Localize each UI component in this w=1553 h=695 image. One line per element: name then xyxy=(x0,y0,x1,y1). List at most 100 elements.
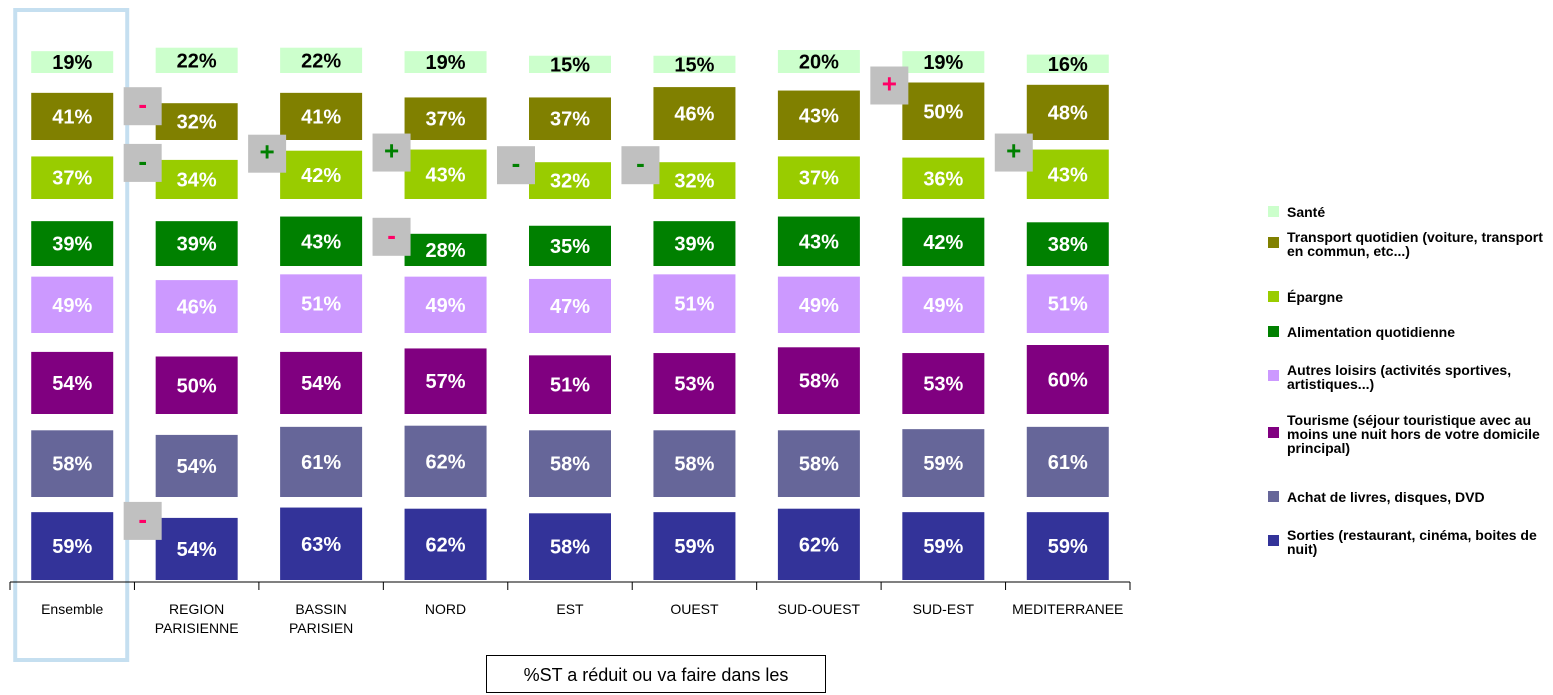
bar xyxy=(155,159,238,199)
data-label: 34% xyxy=(177,169,217,191)
data-label: 51% xyxy=(550,375,590,397)
bar xyxy=(529,162,611,199)
data-label: 47% xyxy=(550,296,590,318)
data-label: 39% xyxy=(52,234,92,256)
bar xyxy=(1026,222,1109,266)
data-label: 32% xyxy=(550,171,590,193)
bar xyxy=(902,429,985,497)
data-label: 57% xyxy=(426,371,466,393)
annotation-box xyxy=(994,133,1033,172)
bar xyxy=(280,351,363,414)
bar xyxy=(653,353,736,414)
bar xyxy=(902,82,985,140)
bar xyxy=(777,216,860,266)
bar xyxy=(653,162,736,199)
data-label: 58% xyxy=(674,454,714,476)
bar xyxy=(777,508,860,580)
legend-swatch xyxy=(1268,291,1279,302)
legend-swatch xyxy=(1268,427,1279,438)
data-label: 32% xyxy=(177,112,217,134)
annotation-box xyxy=(123,87,162,126)
data-label: 60% xyxy=(1048,370,1088,392)
bar xyxy=(653,87,736,140)
bar xyxy=(777,347,860,414)
legend-swatch xyxy=(1268,370,1279,381)
data-label: 41% xyxy=(52,106,92,128)
data-label: 43% xyxy=(301,231,341,253)
annotation-sign: + xyxy=(384,136,399,166)
bar xyxy=(155,221,238,266)
data-label: 37% xyxy=(52,168,92,190)
data-label: 59% xyxy=(923,453,963,475)
annotation-box xyxy=(372,133,411,172)
data-label: 19% xyxy=(426,52,466,74)
annotation-box xyxy=(123,501,162,540)
data-label: 51% xyxy=(1048,294,1088,316)
annotation-sign: - xyxy=(387,220,396,250)
data-label: 32% xyxy=(674,171,714,193)
bar xyxy=(155,434,238,497)
legend-swatch xyxy=(1268,535,1279,546)
bar xyxy=(777,430,860,497)
annotation-sign: + xyxy=(260,137,275,167)
bar xyxy=(404,149,487,199)
data-label: 41% xyxy=(301,106,341,128)
data-label: 58% xyxy=(52,454,92,476)
data-label: 39% xyxy=(177,234,217,256)
annotation-box xyxy=(497,146,535,185)
bar xyxy=(529,430,611,497)
annotation-box xyxy=(248,134,287,173)
bar xyxy=(155,280,238,333)
data-label: 58% xyxy=(550,454,590,476)
bar xyxy=(529,513,611,580)
bar xyxy=(31,92,114,140)
data-label: 43% xyxy=(426,164,466,186)
data-label: 62% xyxy=(799,534,839,556)
data-label: 59% xyxy=(52,536,92,558)
data-label: 54% xyxy=(177,539,217,561)
bar xyxy=(31,351,114,414)
data-label: 37% xyxy=(550,109,590,131)
bar xyxy=(653,221,736,266)
annotation-box xyxy=(372,217,411,256)
data-label: 49% xyxy=(426,295,466,317)
bar xyxy=(653,512,736,580)
data-label: 36% xyxy=(923,168,963,190)
bar xyxy=(404,508,487,580)
data-label: 46% xyxy=(674,104,714,126)
legend-label: Transport quotidien (voiture, transport … xyxy=(1287,229,1543,259)
bar xyxy=(902,51,985,73)
bar xyxy=(404,97,487,140)
legend-label: Autres loisirs (activités sportives, art… xyxy=(1287,362,1512,392)
data-label: 28% xyxy=(426,240,466,262)
data-label: 59% xyxy=(923,536,963,558)
highlight-frame xyxy=(13,8,130,662)
x-tick-label: Ensemble xyxy=(41,601,104,617)
bar xyxy=(404,348,487,414)
note: %ST a réduit ou va faire dans les procha… xyxy=(486,655,826,693)
data-label: 58% xyxy=(799,454,839,476)
bar xyxy=(404,233,487,266)
data-label: 19% xyxy=(923,52,963,74)
data-label: 48% xyxy=(1048,102,1088,124)
data-label: 62% xyxy=(426,451,466,473)
bar xyxy=(902,157,985,199)
bar xyxy=(1026,274,1109,333)
annotation-box xyxy=(621,146,660,185)
bar xyxy=(280,47,363,73)
data-label: 42% xyxy=(301,165,341,187)
bar xyxy=(31,430,114,497)
data-label: 50% xyxy=(923,101,963,123)
legend-swatch xyxy=(1268,326,1279,337)
bar xyxy=(155,103,238,140)
bar xyxy=(777,156,860,199)
legend-label: Achat de livres, disques, DVD xyxy=(1287,489,1485,505)
annotation-sign: - xyxy=(636,148,645,178)
annotation-sign: + xyxy=(882,69,897,99)
bar xyxy=(31,512,114,580)
data-label: 54% xyxy=(52,373,92,395)
annotation-sign: - xyxy=(512,148,521,178)
data-label: 15% xyxy=(550,54,590,76)
bar xyxy=(902,353,985,414)
data-label: 53% xyxy=(923,374,963,396)
